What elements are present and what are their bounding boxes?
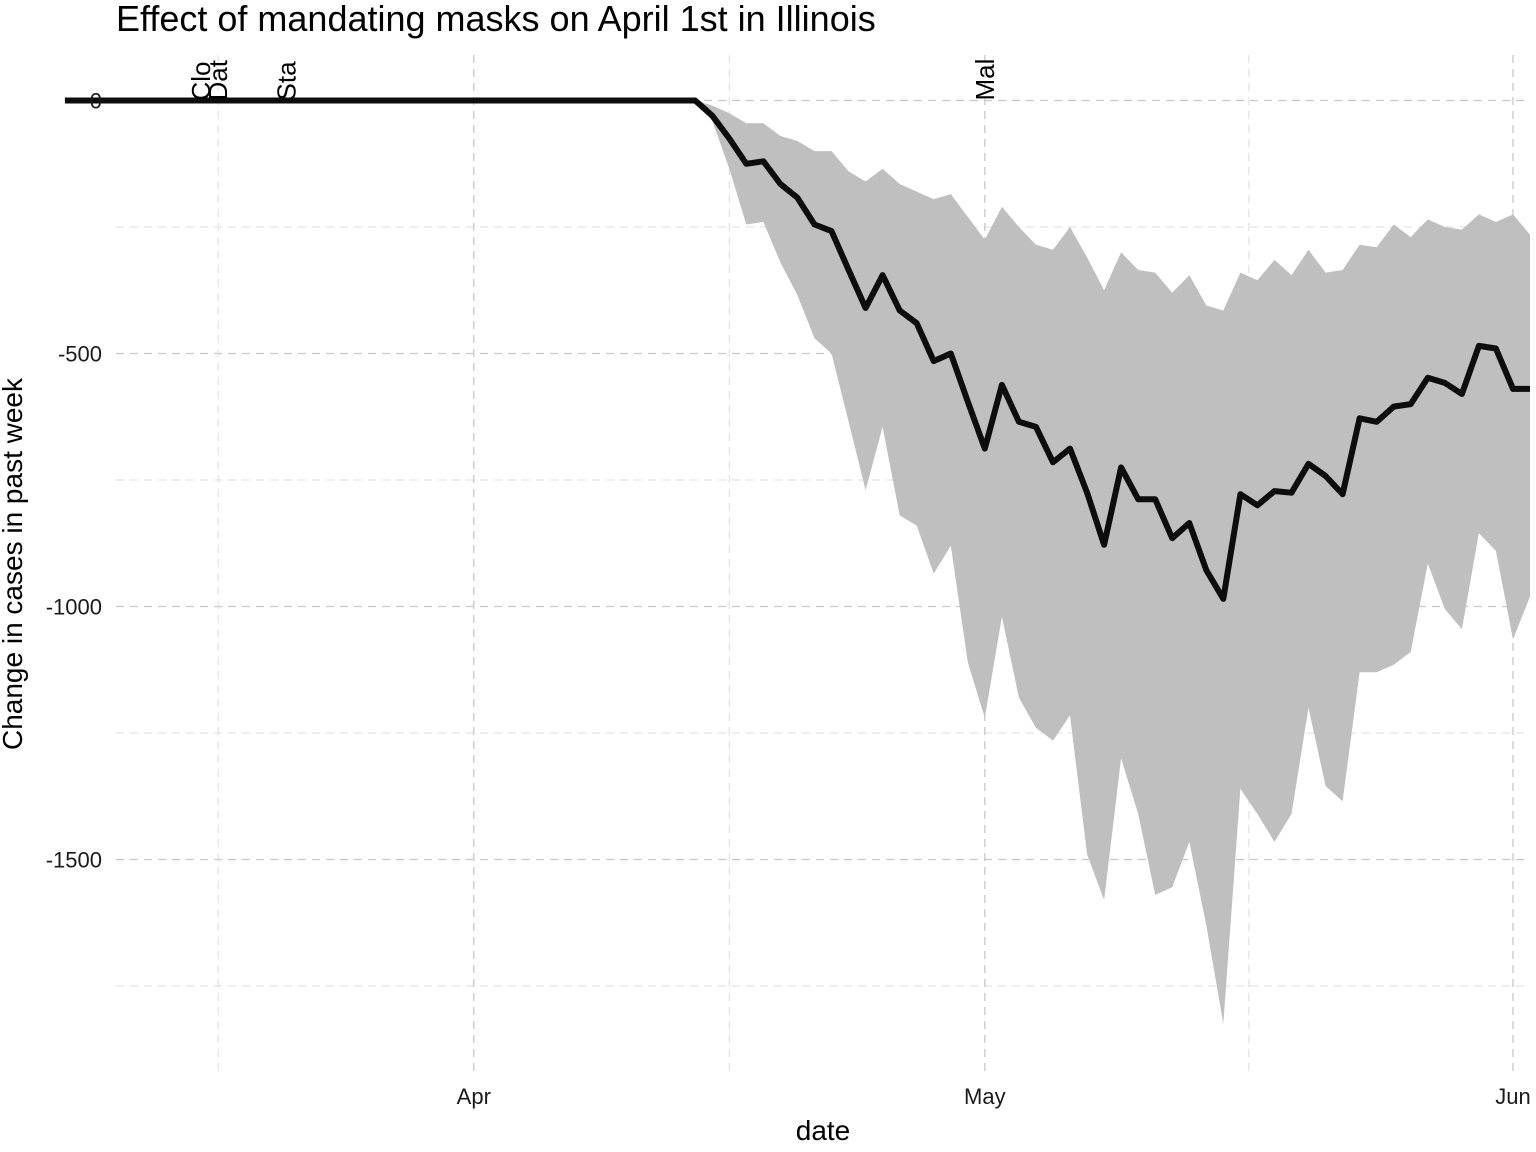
- y-axis-title: Change in cases in past week: [0, 377, 28, 750]
- estimate-line: [64, 97, 1530, 602]
- y-tick-label: -500: [58, 342, 102, 367]
- x-tick-label: Jun: [1495, 1084, 1530, 1109]
- estimate-line-layer: [64, 97, 1530, 602]
- chart-title: Effect of mandating masks on April 1st i…: [116, 0, 876, 39]
- x-tick-label: May: [964, 1084, 1006, 1109]
- event-label: Dat: [203, 59, 233, 100]
- x-axis-ticks: Apr May Jun: [457, 1084, 1531, 1109]
- event-label: Clo: [186, 61, 216, 100]
- y-tick-label: -1500: [46, 848, 102, 873]
- y-tick-label: -1000: [46, 595, 102, 620]
- x-tick-label: Apr: [457, 1084, 491, 1109]
- confidence-band: [695, 100, 1530, 1024]
- event-label: Sta: [271, 61, 301, 101]
- y-axis-ticks: 0 -500 -1000 -1500: [46, 89, 102, 873]
- confidence-band-layer: [695, 100, 1530, 1024]
- y-tick-label: 0: [90, 89, 102, 114]
- event-label: Mal: [970, 59, 1000, 101]
- x-axis-title: date: [796, 1115, 851, 1146]
